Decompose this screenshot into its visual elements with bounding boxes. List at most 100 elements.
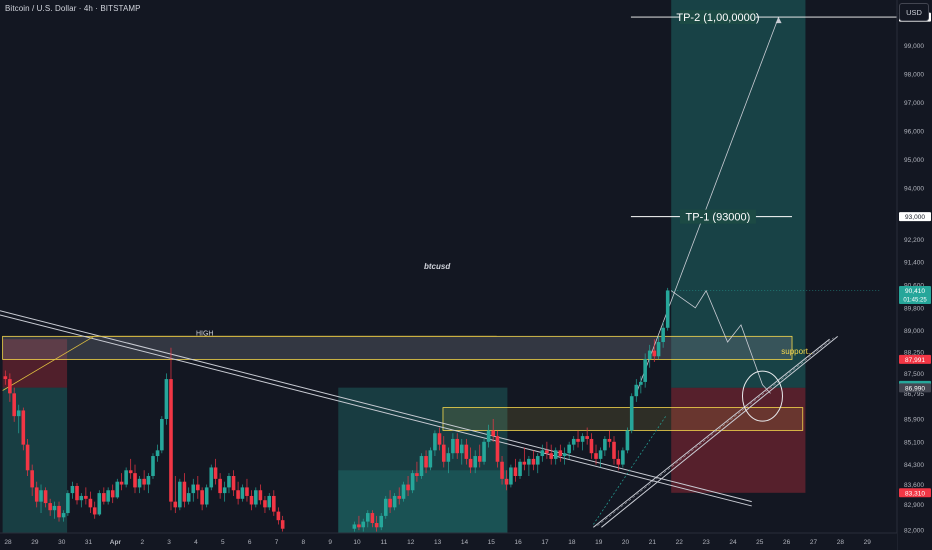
price-badge-value: 83,310 bbox=[905, 490, 925, 497]
candle-body bbox=[482, 441, 486, 462]
candle-body bbox=[249, 495, 254, 505]
candle-body bbox=[410, 473, 415, 491]
x-tick-label: 29 bbox=[31, 539, 39, 546]
candle-body bbox=[451, 438, 455, 454]
candle-body bbox=[540, 450, 545, 457]
candle-body bbox=[553, 450, 558, 459]
price-badge-countdown: 01:45:25 bbox=[903, 297, 927, 303]
candle-body bbox=[196, 484, 200, 491]
x-tick-label: 29 bbox=[864, 539, 872, 546]
candle-body bbox=[186, 493, 191, 502]
candle-body bbox=[379, 515, 384, 528]
annotation-label[interactable]: TP-2 (1,00,0000) bbox=[676, 12, 759, 24]
candle-body bbox=[75, 485, 79, 501]
candle-body bbox=[392, 495, 397, 508]
candle-body bbox=[218, 478, 222, 494]
drawings[interactable] bbox=[0, 16, 900, 528]
ascending-channel-upper[interactable] bbox=[601, 335, 838, 528]
candle-body bbox=[558, 450, 563, 457]
time-axis[interactable] bbox=[0, 533, 897, 550]
candle-body bbox=[160, 418, 164, 451]
left-stop-zone bbox=[2, 339, 68, 388]
symbol-title[interactable]: Bitcoin / U.S. Dollar · 4h · BITSTAMP bbox=[5, 4, 141, 13]
candle-body bbox=[634, 384, 639, 397]
candle-body bbox=[621, 450, 625, 465]
candle-body bbox=[446, 453, 451, 462]
arrow-head[interactable] bbox=[775, 17, 782, 24]
candle-body bbox=[357, 524, 361, 528]
price-badge-value: 87,991 bbox=[905, 357, 925, 364]
candle-body bbox=[52, 505, 57, 511]
x-tick-label: 16 bbox=[515, 539, 523, 546]
candle-body bbox=[361, 521, 366, 528]
candle-body bbox=[518, 461, 522, 476]
candle-body bbox=[589, 438, 594, 454]
candle-body bbox=[428, 450, 433, 468]
candle-body bbox=[629, 396, 634, 431]
x-tick-label: 8 bbox=[302, 539, 306, 546]
candle-body bbox=[535, 456, 540, 465]
dotted-projection[interactable] bbox=[593, 415, 667, 525]
candle-body bbox=[280, 520, 285, 529]
candle-body bbox=[486, 430, 491, 442]
y-tick-label: 97,000 bbox=[904, 100, 924, 107]
ascending-channel-mid[interactable] bbox=[597, 337, 834, 527]
highlight-circle[interactable] bbox=[741, 370, 783, 422]
y-tick-label: 88,250 bbox=[904, 350, 924, 357]
candle-body bbox=[477, 456, 482, 462]
candle-body bbox=[370, 513, 375, 524]
price-badge bbox=[899, 383, 931, 393]
candle-body bbox=[79, 495, 84, 501]
y-tick-label: 82,900 bbox=[904, 502, 924, 509]
candle-body bbox=[522, 461, 527, 465]
candle-body bbox=[424, 456, 428, 468]
candle-body bbox=[388, 498, 392, 508]
zones bbox=[2, 0, 806, 533]
candle-body bbox=[106, 490, 110, 502]
descending-trendline-upper[interactable] bbox=[0, 310, 752, 503]
high-connector-line[interactable] bbox=[2, 335, 95, 391]
annotation-label[interactable]: HIGH bbox=[196, 330, 214, 337]
candle-body bbox=[437, 433, 442, 445]
candle-body bbox=[383, 498, 388, 516]
candle-body bbox=[495, 436, 500, 462]
y-tick-label: 94,000 bbox=[904, 186, 924, 193]
candle-body bbox=[48, 503, 52, 511]
price-path-projection[interactable] bbox=[670, 289, 771, 394]
ascending-channel-lower[interactable] bbox=[593, 338, 830, 528]
price-axis[interactable] bbox=[897, 0, 932, 550]
currency-button[interactable]: USD bbox=[899, 3, 929, 21]
annotation-label-bg bbox=[679, 10, 756, 25]
x-tick-label: 28 bbox=[837, 539, 845, 546]
candle-body bbox=[276, 511, 281, 521]
annotation-label[interactable]: TP-1 (93000) bbox=[686, 212, 751, 224]
candle-body bbox=[84, 495, 88, 499]
y-tick-label: 98,000 bbox=[904, 72, 924, 79]
candle-body bbox=[209, 467, 214, 488]
candle-body bbox=[254, 490, 258, 505]
candle-body bbox=[88, 498, 93, 508]
candle-body bbox=[43, 490, 48, 504]
x-tick-label: 17 bbox=[541, 539, 549, 546]
candle-body bbox=[656, 342, 661, 357]
candle-body bbox=[61, 513, 66, 518]
candle-body bbox=[110, 490, 115, 498]
candle-body bbox=[213, 467, 218, 479]
candle-body bbox=[513, 467, 518, 476]
candle-body bbox=[652, 350, 657, 357]
candle-body bbox=[169, 379, 173, 502]
annotation-label[interactable]: support.. bbox=[781, 347, 812, 356]
price-badge bbox=[899, 354, 931, 364]
candle-body bbox=[352, 524, 357, 529]
candle-body bbox=[182, 481, 187, 502]
projection-arrow-line[interactable] bbox=[635, 16, 779, 394]
candle-body bbox=[576, 438, 580, 442]
descending-trendline-lower[interactable] bbox=[0, 314, 752, 507]
candle-body bbox=[146, 475, 151, 485]
x-tick-label: 19 bbox=[595, 539, 603, 546]
candle-body bbox=[545, 450, 549, 454]
x-tick-label: 4 bbox=[194, 539, 198, 546]
y-tick-label: 84,300 bbox=[904, 462, 924, 469]
annotations[interactable]: TP-2 (1,00,0000) TP-1 (93000) HIGH support.… bbox=[196, 10, 812, 356]
